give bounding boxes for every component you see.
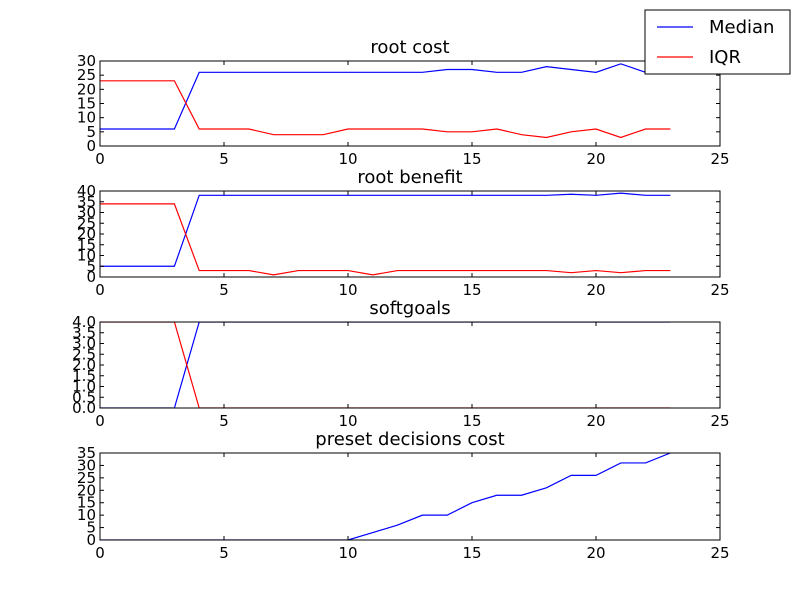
x-tick-label: 10	[338, 412, 357, 430]
x-tick-label: 25	[710, 544, 729, 562]
legend-frame	[644, 9, 791, 75]
x-tick-label: 20	[586, 412, 605, 430]
x-tick-label: 15	[462, 281, 481, 299]
chart-title: root benefit	[357, 167, 462, 188]
series-line-median	[100, 63, 671, 130]
x-tick-label: 5	[219, 150, 229, 168]
chart-title: preset decisions cost	[315, 429, 504, 450]
y-tick-label: 3.5	[72, 324, 96, 342]
legend-label-median: Median	[709, 17, 774, 38]
chart-title: root cost	[370, 37, 449, 58]
y-tick-label: 5	[86, 519, 96, 537]
x-tick-label: 5	[219, 544, 229, 562]
y-tick-label: 0.5	[72, 388, 96, 406]
x-tick-label: 0	[95, 544, 105, 562]
chart-title: softgoals	[369, 298, 450, 319]
legend: Median IQR	[644, 9, 791, 75]
x-tick-label: 5	[219, 412, 229, 430]
x-tick-label: 20	[586, 281, 605, 299]
x-tick-label: 10	[338, 281, 357, 299]
axes-frame	[99, 60, 721, 147]
series-line-median	[100, 322, 671, 408]
series-line-median	[100, 192, 671, 267]
x-tick-label: 20	[586, 150, 605, 168]
y-tick-label: 20	[77, 481, 96, 499]
y-tick-label: 0	[86, 137, 96, 155]
y-tick-label: 5	[86, 123, 96, 141]
y-tick-label: 10	[77, 247, 96, 265]
y-tick-label: 30	[77, 204, 96, 222]
axes-frame	[99, 452, 721, 541]
y-tick-label: 2.0	[72, 356, 96, 374]
x-tick-label: 25	[710, 281, 729, 299]
series-line-median	[100, 453, 671, 540]
x-tick-label: 0	[95, 150, 105, 168]
y-tick-label: 25	[77, 214, 96, 232]
y-tick-label: 4.0	[72, 313, 96, 331]
y-tick-label: 0.0	[72, 399, 96, 417]
x-tick-label: 5	[219, 281, 229, 299]
x-tick-label: 0	[95, 412, 105, 430]
y-tick-label: 10	[77, 109, 96, 127]
y-tick-label: 1.5	[72, 367, 96, 385]
subplot-2: 0 5 10 15 20 25 0.00.51.01.52.02.53.03.54.0 sof…	[72, 298, 729, 430]
series-line-iqr	[100, 80, 671, 139]
y-tick-label: 20	[77, 80, 96, 98]
x-tick-label: 25	[710, 150, 729, 168]
x-tick-label: 0	[95, 281, 105, 299]
series-line-iqr	[100, 203, 671, 276]
y-tick-label: 15	[77, 236, 96, 254]
x-tick-label: 15	[462, 150, 481, 168]
x-tick-label: 10	[338, 544, 357, 562]
y-tick-label: 0	[86, 268, 96, 286]
x-tick-label: 10	[338, 150, 357, 168]
y-tick-label: 30	[77, 456, 96, 474]
axes-frame	[99, 190, 721, 278]
y-tick-label: 10	[77, 506, 96, 524]
y-tick-label: 40	[77, 182, 96, 200]
y-tick-label: 35	[77, 193, 96, 211]
x-tick-label: 20	[586, 544, 605, 562]
y-tick-label: 0	[86, 531, 96, 549]
y-tick-label: 15	[77, 95, 96, 113]
x-tick-label: 25	[710, 412, 729, 430]
x-tick-label: 15	[462, 412, 481, 430]
series-line-iqr	[100, 322, 671, 408]
y-tick-label: 20	[77, 225, 96, 243]
y-tick-label: 25	[77, 469, 96, 487]
legend-label-iqr: IQR	[709, 47, 741, 68]
y-tick-label: 30	[77, 52, 96, 70]
y-tick-label: 1.0	[72, 378, 96, 396]
y-tick-label: 15	[77, 494, 96, 512]
axes-frame	[99, 321, 721, 409]
y-tick-label: 5	[86, 257, 96, 275]
x-tick-label: 15	[462, 544, 481, 562]
y-tick-label: 35	[77, 444, 96, 462]
y-tick-label: 2.5	[72, 345, 96, 363]
y-tick-label: 25	[77, 66, 96, 84]
y-tick-label: 3.0	[72, 335, 96, 353]
